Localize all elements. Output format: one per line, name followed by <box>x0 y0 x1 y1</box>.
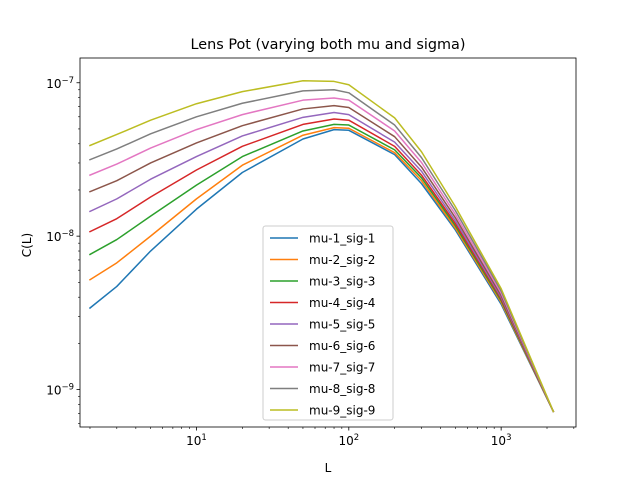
legend-box <box>262 225 394 421</box>
y-tick-label-exponent: −8 <box>61 229 74 239</box>
x-tick-label: 101 <box>186 433 207 448</box>
y-tick-label-base: 10 <box>46 230 61 244</box>
x-tick-label: 103 <box>491 433 512 448</box>
legend-label-mu-7_sig-7: mu-7_sig-7 <box>309 361 375 375</box>
y-tick-label: 10−8 <box>46 229 74 244</box>
series-line-mu-6_sig-6 <box>89 104 555 413</box>
legend-label-mu-8_sig-8: mu-8_sig-8 <box>309 382 375 396</box>
x-tick-label: 102 <box>338 433 359 448</box>
series-line-mu-5_sig-5 <box>88 111 555 413</box>
series-line-mu-9_sig-9 <box>89 80 555 413</box>
legend-label-mu-3_sig-3: mu-3_sig-3 <box>309 275 375 289</box>
series-line-mu-3_sig-3 <box>88 123 555 413</box>
series-line-mu-7_sig-7 <box>89 97 555 413</box>
y-tick-label: 10−9 <box>46 383 74 398</box>
series-line-mu-4_sig-4 <box>88 118 555 413</box>
series-lines <box>88 80 555 413</box>
y-tick-label-exponent: −7 <box>61 76 74 86</box>
y-axis-label: C(L) <box>20 233 34 257</box>
x-tick-label-base: 10 <box>186 434 201 448</box>
chart-title: Lens Pot (varying both mu and sigma) <box>191 37 466 53</box>
x-tick-label-exponent: 2 <box>354 433 359 443</box>
legend-label-mu-2_sig-2: mu-2_sig-2 <box>309 253 375 267</box>
y-tick-label-exponent: −9 <box>61 383 74 393</box>
plot-area <box>88 80 555 413</box>
legend-label-mu-4_sig-4: mu-4_sig-4 <box>309 296 375 310</box>
series-line-mu-2_sig-2 <box>88 126 555 413</box>
x-tick-label-base: 10 <box>491 434 506 448</box>
legend-label-mu-6_sig-6: mu-6_sig-6 <box>309 339 375 353</box>
y-tick-label: 10−7 <box>46 76 74 91</box>
legend-label-mu-1_sig-1: mu-1_sig-1 <box>309 232 375 246</box>
legend-label-mu-5_sig-5: mu-5_sig-5 <box>309 318 375 332</box>
legend: mu-1_sig-1 mu-2_sig-2 mu-3_sig-3 mu-4_sig-4… <box>262 225 394 421</box>
x-tick-label-exponent: 1 <box>201 433 206 443</box>
series-line-mu-1_sig-1 <box>88 128 555 413</box>
legend-label-mu-9_sig-9: mu-9_sig-9 <box>309 404 375 418</box>
axes-frame <box>79 57 577 428</box>
x-axis-label: L <box>325 461 332 475</box>
x-tick-label-base: 10 <box>338 434 353 448</box>
y-tick-label-base: 10 <box>46 384 61 398</box>
x-tick-label-exponent: 3 <box>506 433 511 443</box>
series-line-mu-8_sig-8 <box>89 89 555 413</box>
y-tick-label-base: 10 <box>46 77 61 91</box>
